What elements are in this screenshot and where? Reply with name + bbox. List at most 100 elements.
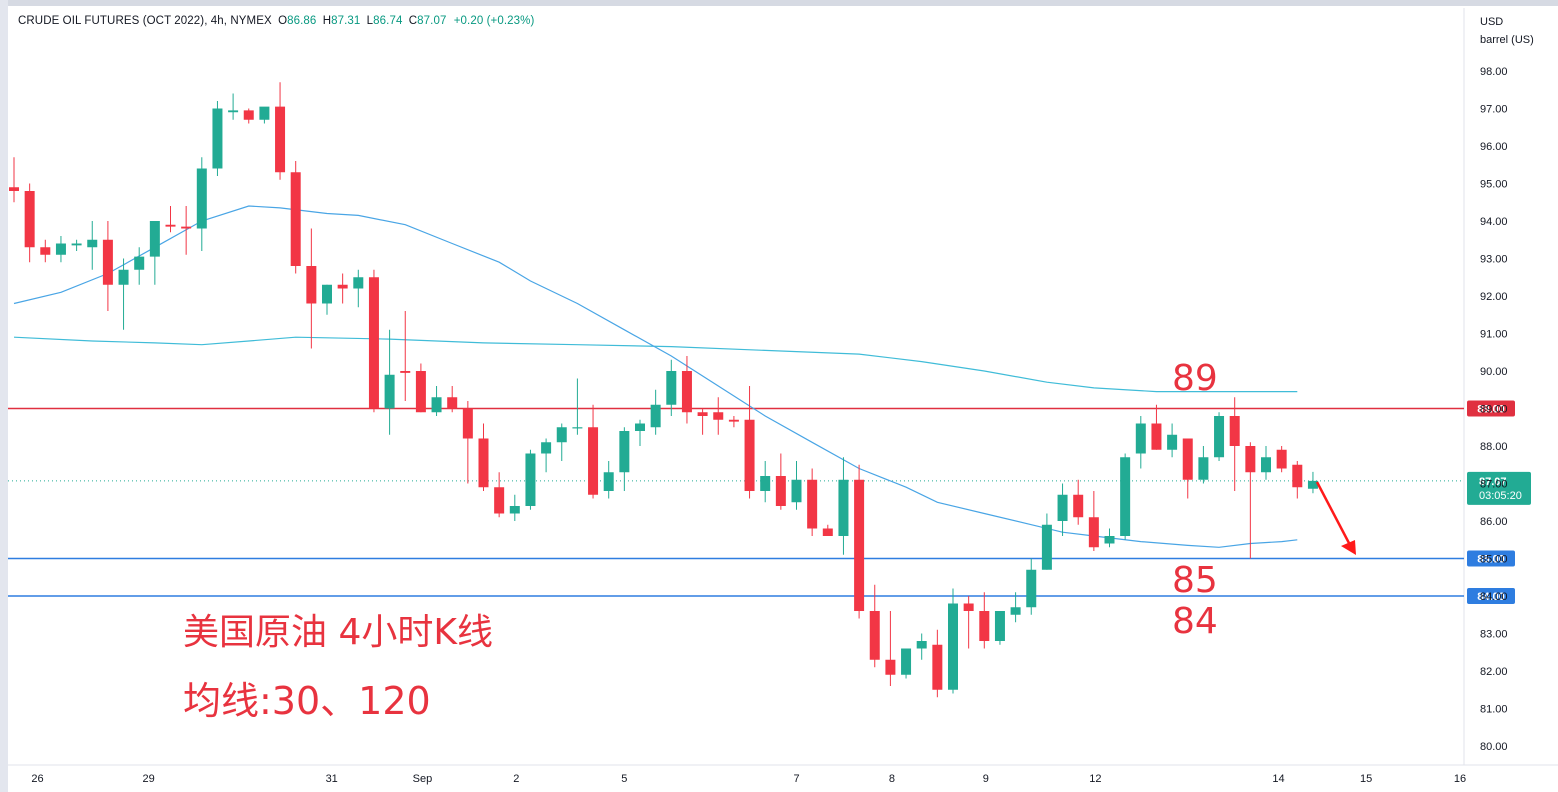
candle[interactable] xyxy=(869,584,880,668)
candle[interactable] xyxy=(415,363,426,413)
candle[interactable] xyxy=(384,329,395,435)
candle[interactable] xyxy=(118,258,129,330)
candle[interactable] xyxy=(1088,491,1099,551)
candle[interactable] xyxy=(1041,513,1052,570)
level-tag-label: 85.00 xyxy=(1477,554,1505,566)
candle[interactable] xyxy=(1167,423,1178,458)
candle[interactable] xyxy=(1261,446,1271,480)
candle[interactable] xyxy=(697,408,708,435)
y-tick-label: 89.00 xyxy=(1480,404,1508,416)
candle[interactable] xyxy=(462,401,473,484)
candle-body xyxy=(259,106,270,120)
candle[interactable] xyxy=(1151,404,1162,450)
candle[interactable] xyxy=(275,82,286,180)
candle-body xyxy=(1167,434,1178,450)
candle[interactable] xyxy=(525,449,536,510)
candle[interactable] xyxy=(1214,412,1225,461)
candle[interactable] xyxy=(228,93,239,120)
candle[interactable] xyxy=(916,633,927,660)
candle-body xyxy=(1026,569,1037,608)
moving-average-layer xyxy=(13,205,1298,548)
candle[interactable] xyxy=(165,206,176,233)
candle[interactable] xyxy=(40,239,51,263)
candle[interactable] xyxy=(306,228,317,349)
candle[interactable] xyxy=(666,359,677,416)
candle[interactable] xyxy=(1073,479,1084,525)
candle[interactable] xyxy=(979,592,990,649)
candle[interactable] xyxy=(1010,592,1021,623)
candle[interactable] xyxy=(102,221,113,311)
candle[interactable] xyxy=(650,389,661,435)
close-value: 87.07 xyxy=(417,15,447,27)
level-85-annotation: 85 xyxy=(1172,560,1218,601)
candle[interactable] xyxy=(1057,483,1068,537)
candle[interactable] xyxy=(556,423,567,462)
candle[interactable] xyxy=(885,611,896,686)
candle-body xyxy=(728,419,739,422)
candle-body xyxy=(1245,446,1256,473)
candle[interactable] xyxy=(603,461,614,499)
candle[interactable] xyxy=(932,629,943,698)
candle[interactable] xyxy=(901,648,912,679)
candle[interactable] xyxy=(1120,453,1131,540)
candle[interactable] xyxy=(24,183,35,263)
candle[interactable] xyxy=(1307,471,1318,494)
candle[interactable] xyxy=(1198,446,1209,484)
candle[interactable] xyxy=(368,269,379,413)
candle[interactable] xyxy=(1245,442,1256,559)
candle[interactable] xyxy=(728,416,739,428)
candle[interactable] xyxy=(791,461,802,510)
candle[interactable] xyxy=(1026,558,1037,615)
candle[interactable] xyxy=(259,106,270,124)
candle[interactable] xyxy=(1182,438,1193,499)
candle[interactable] xyxy=(196,157,207,251)
candle[interactable] xyxy=(290,161,301,274)
candle[interactable] xyxy=(994,611,1005,645)
candle[interactable] xyxy=(775,453,786,510)
candle[interactable] xyxy=(181,206,192,255)
candle[interactable] xyxy=(509,494,520,521)
candle[interactable] xyxy=(243,108,254,124)
candle[interactable] xyxy=(353,269,364,308)
candle[interactable] xyxy=(400,311,411,401)
candle[interactable] xyxy=(1276,446,1287,473)
candle[interactable] xyxy=(322,284,332,315)
candle[interactable] xyxy=(744,386,755,499)
symbol-header[interactable]: CRUDE OIL FUTURES (OCT 2022), 4h, NYMEX … xyxy=(18,15,534,27)
candle[interactable] xyxy=(822,524,833,536)
candle[interactable] xyxy=(212,101,223,176)
candle[interactable] xyxy=(447,386,458,413)
candle[interactable] xyxy=(337,273,348,304)
candle[interactable] xyxy=(1229,397,1240,491)
candle[interactable] xyxy=(635,419,645,446)
candle[interactable] xyxy=(807,468,818,537)
candle[interactable] xyxy=(1292,461,1303,499)
candle[interactable] xyxy=(760,461,771,503)
candle[interactable] xyxy=(948,588,958,694)
candle[interactable] xyxy=(1135,416,1146,469)
candle[interactable] xyxy=(681,356,692,424)
candle[interactable] xyxy=(9,157,19,203)
candle[interactable] xyxy=(478,423,489,492)
candle[interactable] xyxy=(854,464,865,619)
candle[interactable] xyxy=(431,386,442,416)
ma120-line xyxy=(13,336,1298,393)
candle[interactable] xyxy=(713,397,724,435)
candle[interactable] xyxy=(1104,528,1115,548)
candle[interactable] xyxy=(588,404,599,499)
candle[interactable] xyxy=(541,438,552,473)
candle[interactable] xyxy=(149,221,160,285)
candle-body xyxy=(775,476,786,506)
candle[interactable] xyxy=(494,472,505,518)
candle-body xyxy=(1307,480,1318,489)
candle[interactable] xyxy=(87,221,98,270)
window-top-border xyxy=(0,0,1558,6)
candle[interactable] xyxy=(55,236,66,263)
candle[interactable] xyxy=(963,596,974,649)
candle[interactable] xyxy=(838,457,849,555)
candle[interactable] xyxy=(572,378,583,435)
candle[interactable] xyxy=(619,427,630,491)
candle[interactable] xyxy=(134,247,145,285)
candle[interactable] xyxy=(71,239,82,251)
